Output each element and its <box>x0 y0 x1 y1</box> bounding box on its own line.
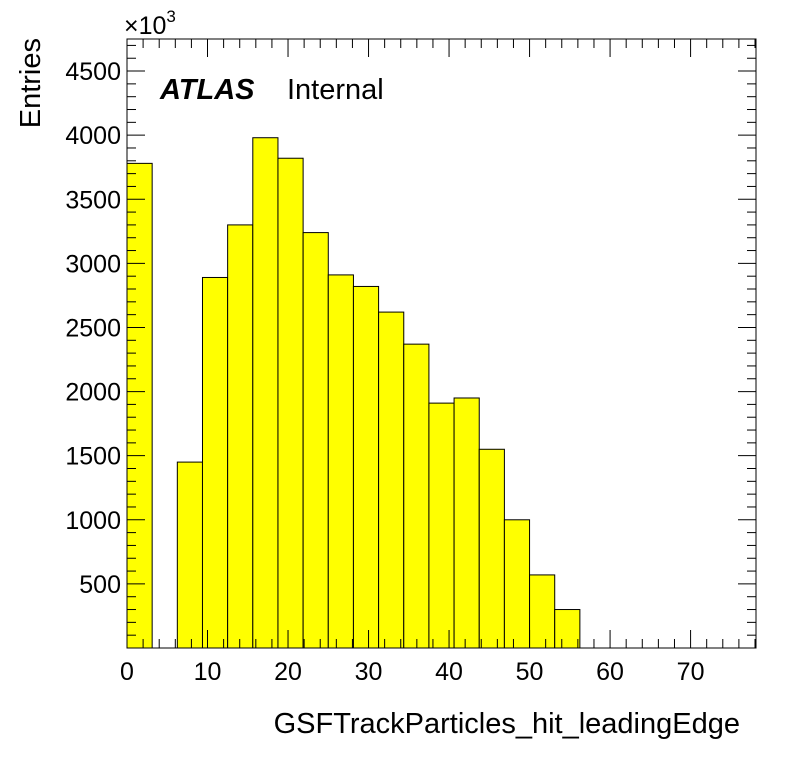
x-tick-label: 30 <box>355 658 383 686</box>
x-tick-label: 10 <box>194 658 222 686</box>
internal-label: Internal <box>287 74 384 106</box>
histogram-bar <box>252 137 279 649</box>
y-tick-label: 3500 <box>65 186 121 214</box>
histogram-bar <box>352 285 380 649</box>
y-axis-multiplier: ×103 <box>124 7 176 40</box>
x-tick-label: 70 <box>677 658 705 686</box>
histogram-bar <box>176 461 203 649</box>
histogram-bar <box>378 311 405 649</box>
y-tick-label: 4500 <box>65 58 121 86</box>
x-tick-label: 60 <box>596 658 624 686</box>
histogram-bar <box>428 402 455 649</box>
multiplier-base: ×10 <box>124 12 166 40</box>
histogram-bar <box>126 162 153 649</box>
y-tick-label: 2000 <box>65 379 121 407</box>
histogram-bar <box>277 157 304 649</box>
histogram-bar <box>201 276 229 649</box>
x-tick-label: 40 <box>435 658 463 686</box>
histogram-bar <box>554 609 581 649</box>
multiplier-exponent: 3 <box>166 7 175 26</box>
histogram-bar <box>227 224 254 649</box>
x-tick-label: 20 <box>274 658 302 686</box>
histogram-bar <box>503 519 531 649</box>
histogram-bar <box>478 448 505 649</box>
histogram-bar <box>403 343 430 649</box>
x-tick-label: 50 <box>516 658 544 686</box>
histogram-bar <box>302 232 329 649</box>
y-axis-label: Entries <box>15 38 47 128</box>
plot-frame <box>126 38 757 649</box>
y-tick-label: 4000 <box>65 122 121 150</box>
y-tick-labels: 500 1000 1500 2000 2500 3000 3500 4000 4500 <box>65 58 121 599</box>
histogram-bar <box>327 274 354 649</box>
y-tick-label: 2500 <box>65 314 121 342</box>
x-axis-label: GSFTrackParticles_hit_leadingEdge <box>274 708 740 740</box>
y-tick-label: 1500 <box>65 443 121 471</box>
histogram-bars <box>126 137 581 649</box>
y-tick-label: 3000 <box>65 250 121 278</box>
x-tick-label: 0 <box>120 658 134 686</box>
histogram-bar <box>529 574 556 649</box>
axis-ticks <box>126 39 756 649</box>
atlas-label: ATLAS <box>159 74 255 106</box>
histogram-bar <box>453 397 480 649</box>
y-tick-label: 500 <box>79 571 121 599</box>
y-tick-label: 1000 <box>65 507 121 535</box>
x-tick-labels: 0 10 20 30 40 50 60 70 <box>120 658 704 686</box>
